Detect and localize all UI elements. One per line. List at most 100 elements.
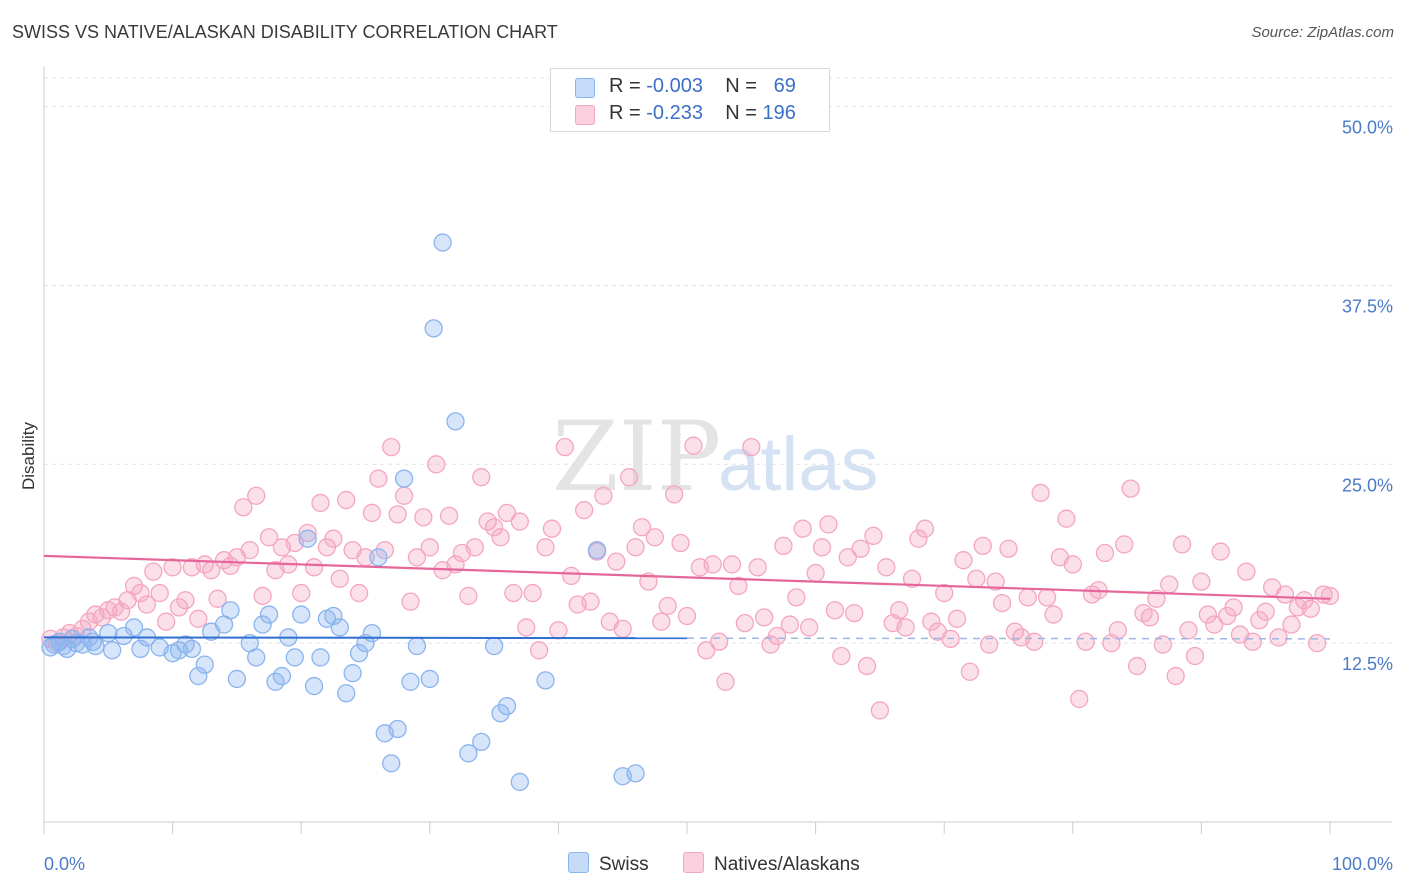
natives-point [311, 493, 330, 513]
y-tick-label: 50.0% [1342, 118, 1393, 138]
natives-point [845, 603, 864, 623]
legend-r-value: -0.233 [646, 102, 703, 124]
natives-point [922, 612, 941, 631]
watermark-zip: ZIP [552, 401, 721, 513]
natives-point [1243, 632, 1262, 651]
swiss-point [382, 754, 401, 773]
natives-point [337, 490, 356, 510]
natives-point [523, 583, 542, 603]
natives-point [163, 558, 182, 577]
chart-title: SWISS VS NATIVE/ALASKAN DISABILITY CORRE… [12, 22, 558, 42]
legend-r-label: R = [609, 102, 647, 124]
swiss-point [343, 664, 362, 683]
natives-point [909, 529, 928, 548]
natives-swatch [683, 852, 704, 873]
natives-point [439, 506, 459, 525]
natives-point [1147, 589, 1166, 608]
swiss-point [311, 648, 330, 667]
natives-point [864, 526, 883, 545]
swiss-point [86, 636, 105, 656]
natives-point [388, 505, 407, 524]
natives-point [375, 541, 394, 560]
legend-item-natives: Natives/Alaskans [683, 852, 860, 876]
swiss-point [587, 541, 607, 560]
natives-point [664, 485, 684, 504]
natives-point [555, 437, 574, 457]
swiss-point [292, 605, 311, 624]
natives-point [394, 486, 414, 505]
natives-point [748, 558, 767, 577]
natives-point [877, 558, 896, 577]
natives-point [292, 583, 311, 603]
source-credit: Source: ZipAtlas.com [1251, 24, 1394, 41]
natives-point [362, 503, 382, 523]
natives-point [131, 583, 150, 603]
natives-point [427, 455, 446, 474]
swiss-point [337, 684, 356, 703]
natives-point [112, 602, 131, 621]
swiss-point [626, 764, 645, 783]
natives-point [1140, 608, 1160, 627]
swiss-point [459, 744, 478, 763]
natives-point [973, 536, 992, 556]
natives-point [890, 601, 909, 620]
natives-point [581, 592, 600, 611]
natives-point [613, 619, 632, 638]
natives-point [208, 589, 227, 608]
natives-point [1108, 621, 1127, 640]
natives-point [1160, 575, 1179, 594]
natives-point [716, 672, 735, 691]
swiss-point [99, 623, 118, 643]
natives-point [1070, 689, 1089, 709]
swiss-points [41, 233, 645, 792]
natives-point [1275, 585, 1295, 604]
swiss-swatch [568, 852, 589, 873]
natives-point [1037, 588, 1057, 607]
natives-point [671, 533, 690, 553]
y-tick-label: 37.5% [1342, 296, 1393, 316]
correlation-legend: R = -0.003 N = 69 R = -0.233 N = 196 [550, 68, 830, 132]
swiss-point [394, 469, 414, 488]
swiss-point [304, 676, 324, 696]
natives-point [645, 528, 664, 547]
natives-point [304, 558, 324, 577]
natives-point [324, 529, 343, 548]
natives-point [414, 508, 433, 527]
y-tick-label: 25.0% [1342, 475, 1393, 495]
natives-point [1185, 646, 1205, 666]
natives-point [832, 646, 851, 666]
natives-point [1127, 656, 1147, 676]
natives-point [1269, 628, 1288, 647]
natives-point [1320, 586, 1340, 606]
x-tick-label-max: 100.0% [1332, 854, 1393, 874]
legend-r-value: -0.003 [646, 75, 703, 97]
natives-point [1179, 621, 1198, 640]
natives-point [1076, 632, 1095, 651]
natives-point [703, 555, 722, 574]
legend-n-label: N = [725, 102, 763, 124]
natives-point [632, 518, 652, 537]
natives-point [1018, 588, 1037, 607]
natives-point [253, 586, 272, 606]
legend-label-natives: Natives/Alaskans [714, 854, 860, 875]
natives-point [838, 548, 857, 567]
natives-point [1095, 543, 1115, 563]
natives-point [549, 621, 568, 640]
swiss-point [272, 666, 292, 686]
legend-r-label: R = [609, 75, 647, 97]
axes [43, 66, 1392, 834]
natives-point [1256, 602, 1275, 621]
natives-point [157, 612, 176, 631]
natives-point [774, 536, 793, 556]
natives-point [780, 615, 800, 634]
natives-point [189, 609, 208, 628]
swiss-point [362, 623, 382, 643]
natives-point [169, 598, 189, 617]
natives-point [870, 701, 890, 720]
swiss-point [330, 618, 349, 637]
natives-point [497, 503, 517, 523]
natives-point [947, 609, 967, 628]
natives-point [247, 486, 266, 505]
natives-point [639, 572, 658, 591]
